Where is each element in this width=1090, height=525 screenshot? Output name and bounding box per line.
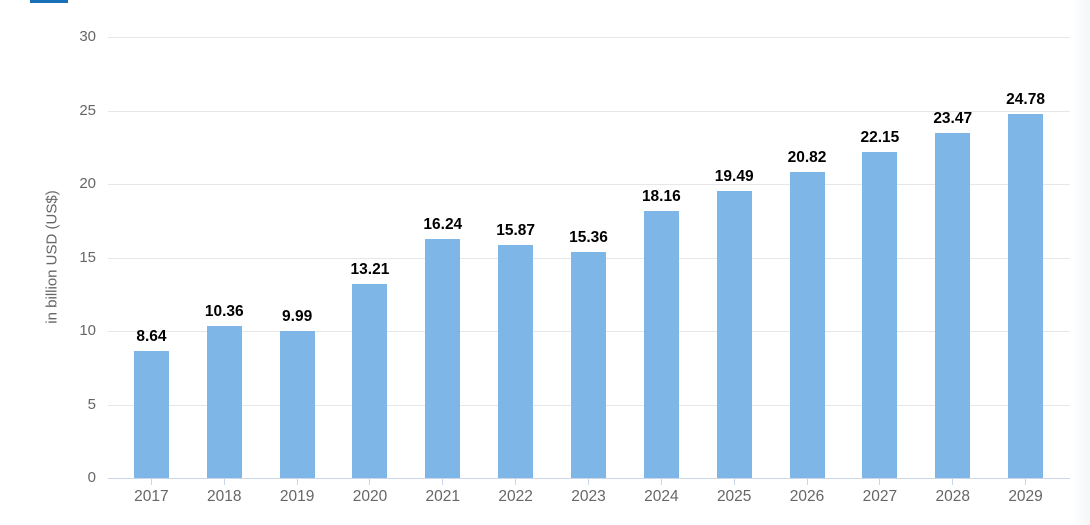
gridline-20 [108, 184, 1070, 185]
bar-value-label-2027: 22.15 [860, 129, 900, 147]
bar-value-label-2029: 24.78 [1006, 90, 1045, 108]
bar-2029[interactable] [1008, 113, 1044, 478]
bar-value-label-2026: 20.82 [787, 148, 827, 166]
gridline-25 [108, 110, 1070, 112]
x-tick-2020 [369, 478, 371, 485]
bar-value-label-2021: 16.24 [423, 216, 463, 234]
bar-2026[interactable] [789, 171, 825, 478]
right-edge-gutter [1072, 0, 1090, 525]
x-tick-2019 [296, 478, 298, 485]
bar-2022[interactable] [498, 244, 534, 478]
y-tick-label-5: 5 [87, 395, 96, 413]
x-tick-2021 [442, 478, 444, 485]
x-tick-2023 [588, 478, 589, 485]
x-axis-label-2020: 2020 [352, 488, 388, 505]
bar-2019[interactable] [279, 331, 315, 478]
x-axis-label-2019: 2019 [279, 488, 315, 505]
x-tick-2018 [223, 478, 225, 485]
y-tick-label-10: 10 [79, 322, 96, 339]
bar-value-label-2019: 9.99 [282, 308, 313, 326]
x-axis-label-2017: 2017 [134, 488, 169, 505]
x-tick-2026 [806, 478, 808, 485]
bar-value-label-2017: 8.64 [136, 327, 167, 345]
y-tick-label-20: 20 [79, 175, 96, 192]
x-axis-label-2026: 2026 [789, 488, 825, 505]
bar-2025[interactable] [716, 191, 752, 478]
x-axis-label-2028: 2028 [935, 488, 970, 505]
y-tick-label-25: 25 [79, 101, 96, 119]
gridline-30 [108, 37, 1070, 38]
x-tick-2025 [733, 478, 735, 485]
x-axis-label-2018: 2018 [207, 488, 242, 505]
x-tick-2027 [879, 478, 881, 485]
bar-2023[interactable] [571, 252, 606, 478]
bar-value-label-2018: 10.36 [204, 302, 244, 320]
x-axis-label-2023: 2023 [571, 488, 606, 505]
y-tick-label-30: 30 [79, 28, 96, 45]
bar-2020[interactable] [352, 283, 388, 478]
bar-value-label-2023: 15.36 [569, 229, 608, 247]
x-tick-2017 [150, 478, 152, 485]
x-axis-label-2029: 2029 [1008, 488, 1043, 505]
bar-value-label-2024: 18.16 [641, 188, 681, 206]
x-tick-2024 [660, 478, 662, 485]
x-axis-label-2027: 2027 [862, 488, 898, 505]
x-axis-label-2022: 2022 [498, 488, 533, 505]
y-tick-label-15: 15 [79, 248, 96, 266]
bar-value-label-2028: 23.47 [933, 109, 973, 127]
y-tick-label-0: 0 [87, 469, 96, 486]
x-tick-2028 [952, 478, 954, 485]
bar-value-label-2025: 19.49 [714, 168, 754, 186]
x-axis-label-2025: 2025 [716, 488, 752, 505]
bar-2021[interactable] [425, 239, 461, 478]
bar-value-label-2022: 15.87 [496, 221, 536, 239]
bar-2028[interactable] [935, 132, 971, 478]
active-tab-indicator[interactable] [30, 0, 68, 3]
x-axis-label-2021: 2021 [425, 488, 461, 505]
x-axis-line [108, 478, 1070, 479]
bar-2024[interactable] [643, 211, 679, 478]
x-tick-2029 [1025, 478, 1027, 485]
bar-2027[interactable] [862, 152, 898, 478]
bar-2018[interactable] [206, 325, 242, 478]
bar-value-label-2020: 13.21 [350, 260, 390, 278]
bar-2017[interactable] [133, 350, 169, 478]
x-axis-label-2024: 2024 [644, 488, 679, 505]
x-tick-2022 [515, 478, 517, 485]
